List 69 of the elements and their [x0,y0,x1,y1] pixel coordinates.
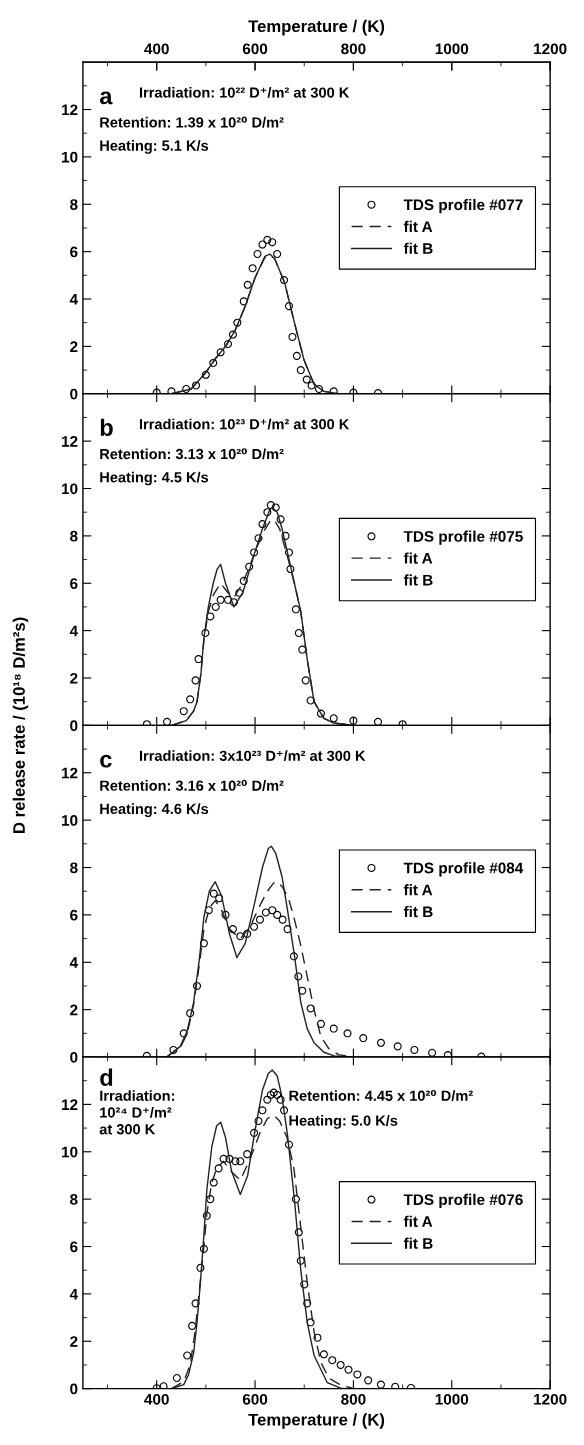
x2-tick-label: 400 [144,43,169,55]
y-tick-label: 6 [70,1241,78,1253]
x2-tick-label: 600 [242,43,268,55]
legend-label: TDS profile #084 [403,862,524,877]
annotation: Retention: 3.16 x 10²⁰ D/m² [100,779,284,791]
y-tick-label: 2 [70,1004,78,1016]
y-tick-label: 2 [70,1336,78,1347]
y-tick-label: 10 [62,483,78,495]
legend-label: fit B [403,905,433,918]
legend-label: fit B [403,574,433,586]
annotation: b [100,418,113,436]
x-tick-label: 800 [341,1393,366,1405]
legend-label: fit B [403,1237,433,1249]
x-tick-label: 600 [242,1393,268,1405]
legend-label: TDS profile #076 [403,1193,523,1209]
y-tick-label: 2 [70,672,78,684]
annotation: Retention: 1.39 x 10²⁰ D/m² [100,116,284,128]
x-tick-label: 1000 [435,1393,469,1405]
x2-axis-title: Temperature / (K) [248,19,385,36]
y-tick-label: 12 [62,436,78,447]
legend-label: TDS profile #075 [403,530,523,545]
annotation: Retention: 4.45 x 10²⁰ D/m² [289,1089,473,1102]
annotation: d [100,1068,113,1086]
x2-tick-label: 1200 [534,43,567,55]
y-tick-label: 8 [70,199,78,210]
annotation: Retention: 3.13 x 10²⁰ D/m² [100,448,284,460]
y-tick-label: 4 [69,957,78,968]
y-tick-label: 6 [70,578,78,589]
legend-label: fit B [403,242,433,254]
annotation: Heating: 4.6 K/s [100,803,209,817]
x-tick-label: 400 [144,1393,169,1405]
x2-tick-label: 1000 [435,43,469,55]
x2-tick-label: 800 [341,43,366,55]
y-tick-label: 12 [62,104,78,116]
y-tick-label: 0 [70,1383,78,1395]
y-tick-label: 10 [62,151,78,163]
y-axis-title: D release rate / (10¹⁸ D/m²s) [12,617,29,833]
legend-label: fit A [403,552,433,564]
legend-label: fit A [403,1215,433,1227]
annotation: Irradiation: 10²⁴ D⁺/m² at 300 K [99,1090,175,1135]
y-tick-label: 2 [70,341,78,352]
y-tick-label: 10 [62,1146,78,1158]
annotation: Irradiation: 10²² D⁺/m² at 300 K [139,87,350,98]
y-tick-label: 4 [69,1288,78,1300]
annotation: a [99,91,113,105]
annotation: Irradiation: 3x10²³ D⁺/m² at 300 K [139,750,366,762]
y-tick-label: 12 [62,767,78,779]
y-tick-label: 0 [70,1051,78,1063]
annotation: c [100,754,112,768]
annotation: Heating: 5.0 K/s [289,1115,398,1129]
y-tick-label: 0 [70,388,78,400]
legend-label: TDS profile #077 [403,198,523,214]
y-tick-label: 8 [70,1194,78,1205]
y-tick-label: 0 [70,720,78,732]
y-tick-label: 8 [70,862,78,874]
annotation: Heating: 5.1 K/s [100,140,209,154]
x-tick-label: 1200 [534,1393,567,1405]
y-tick-label: 10 [62,815,78,826]
annotation: Heating: 4.5 K/s [100,471,209,486]
y-tick-label: 6 [70,246,78,258]
legend-label: fit A [403,884,433,896]
x-axis-title: Temperature / (K) [248,1413,385,1429]
legend-label: fit A [403,220,433,233]
y-tick-label: 4 [69,625,78,637]
y-tick-label: 6 [70,909,78,921]
y-tick-label: 12 [62,1099,78,1110]
y-tick-label: 8 [70,530,78,542]
annotation: Irradiation: 10²³ D⁺/m² at 300 K [139,418,350,430]
y-tick-label: 4 [69,294,78,305]
